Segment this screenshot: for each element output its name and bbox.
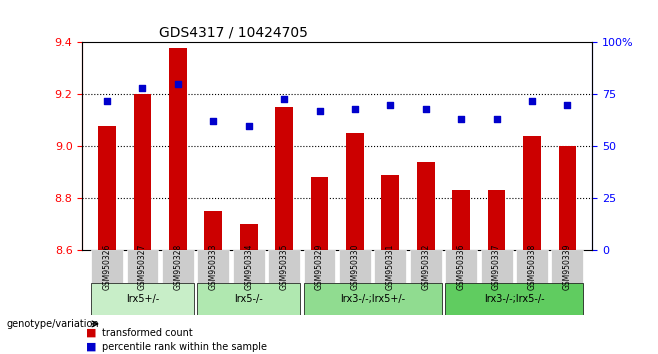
Text: GSM950335: GSM950335 <box>280 243 289 290</box>
FancyBboxPatch shape <box>303 282 442 315</box>
FancyBboxPatch shape <box>197 250 229 282</box>
Point <box>349 106 360 112</box>
FancyBboxPatch shape <box>374 250 406 282</box>
Text: GSM950338: GSM950338 <box>528 243 536 290</box>
FancyBboxPatch shape <box>91 250 123 282</box>
Bar <box>98 126 116 250</box>
Text: GSM950336: GSM950336 <box>457 243 466 290</box>
Text: GSM950328: GSM950328 <box>173 243 182 290</box>
Text: GDS4317 / 10424705: GDS4317 / 10424705 <box>159 26 308 40</box>
FancyBboxPatch shape <box>303 250 336 282</box>
Point <box>492 116 502 122</box>
Text: lrx5-/-: lrx5-/- <box>234 294 263 304</box>
FancyBboxPatch shape <box>197 282 300 315</box>
Bar <box>382 175 399 250</box>
Text: GSM950329: GSM950329 <box>315 243 324 290</box>
FancyBboxPatch shape <box>233 250 265 282</box>
Bar <box>311 177 328 250</box>
Text: lrx5+/-: lrx5+/- <box>126 294 159 304</box>
FancyBboxPatch shape <box>516 250 548 282</box>
Point <box>420 106 431 112</box>
Bar <box>205 211 222 250</box>
Bar <box>488 190 505 250</box>
Text: lrx3-/-;lrx5-/-: lrx3-/-;lrx5-/- <box>484 294 545 304</box>
Point <box>385 102 395 108</box>
FancyBboxPatch shape <box>480 250 513 282</box>
Point <box>243 123 254 129</box>
Bar <box>240 224 257 250</box>
FancyBboxPatch shape <box>268 250 300 282</box>
Point <box>172 81 183 87</box>
Bar <box>417 162 435 250</box>
Text: genotype/variation: genotype/variation <box>7 319 99 329</box>
Point <box>562 102 572 108</box>
Point <box>527 98 538 103</box>
Text: lrx3-/-;lrx5+/-: lrx3-/-;lrx5+/- <box>340 294 405 304</box>
Point <box>102 98 113 103</box>
Text: GSM950334: GSM950334 <box>244 243 253 290</box>
FancyBboxPatch shape <box>551 250 584 282</box>
Text: ■: ■ <box>86 328 96 338</box>
Text: GSM950331: GSM950331 <box>386 243 395 290</box>
FancyBboxPatch shape <box>91 282 194 315</box>
Text: GSM950326: GSM950326 <box>103 243 112 290</box>
Bar <box>134 95 151 250</box>
Text: GSM950327: GSM950327 <box>138 243 147 290</box>
Point <box>456 116 467 122</box>
FancyBboxPatch shape <box>410 250 442 282</box>
Bar <box>346 133 364 250</box>
Bar <box>559 146 576 250</box>
Text: percentile rank within the sample: percentile rank within the sample <box>102 342 267 352</box>
Bar <box>169 48 187 250</box>
Text: GSM950333: GSM950333 <box>209 243 218 290</box>
Point <box>315 108 325 114</box>
Bar <box>523 136 541 250</box>
Text: ■: ■ <box>86 342 96 352</box>
Point <box>208 119 218 124</box>
Bar <box>275 107 293 250</box>
Text: GSM950330: GSM950330 <box>351 243 359 290</box>
Bar <box>452 190 470 250</box>
Point <box>279 96 290 101</box>
FancyBboxPatch shape <box>126 250 159 282</box>
Text: GSM950337: GSM950337 <box>492 243 501 290</box>
Text: transformed count: transformed count <box>102 328 193 338</box>
Text: GSM950332: GSM950332 <box>421 243 430 290</box>
FancyBboxPatch shape <box>445 282 584 315</box>
Text: GSM950339: GSM950339 <box>563 243 572 290</box>
Point <box>137 85 147 91</box>
FancyBboxPatch shape <box>339 250 371 282</box>
FancyBboxPatch shape <box>445 250 477 282</box>
FancyBboxPatch shape <box>162 250 194 282</box>
